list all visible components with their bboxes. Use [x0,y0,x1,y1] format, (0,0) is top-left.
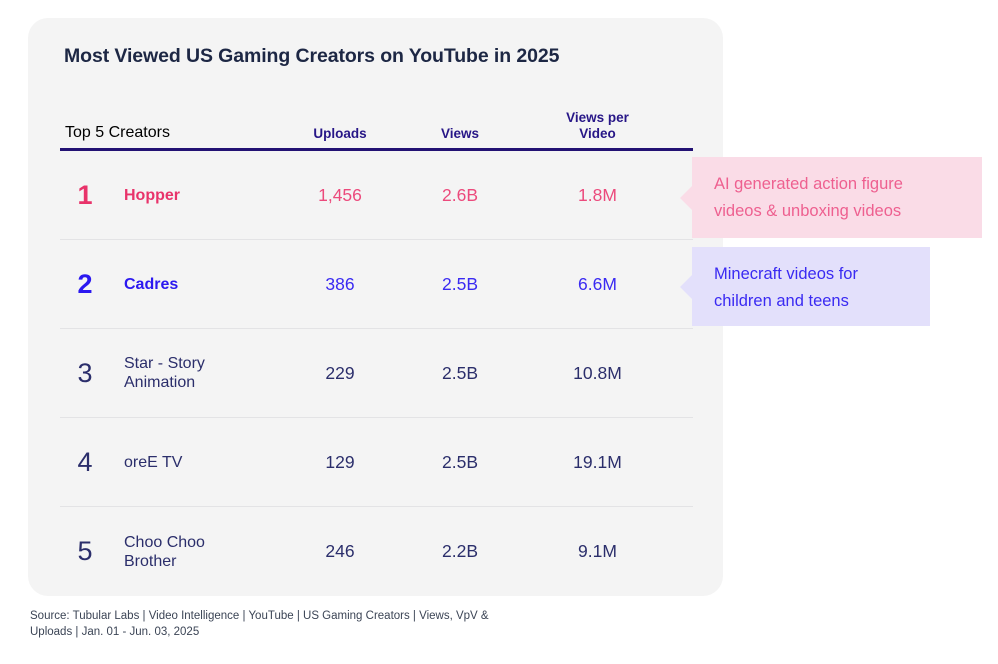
row-creator-name-line2: Animation [124,374,196,391]
row-views-per-video: 10.8M [573,362,622,383]
row-views-per-video: 9.1M [578,541,617,561]
source-note-line2: Uploads | Jan. 01 - Jun. 03, 2025 [30,625,200,638]
page-title: Most Viewed US Gaming Creators on YouTub… [64,45,560,67]
row-creator-name: Star - Story Animation [110,354,280,392]
row-creator-name-line1: Hopper [124,186,180,204]
column-header-views: Views [440,126,480,141]
row-views: 2.5B [442,362,478,383]
column-header-views-per-video-line1: Views per [566,110,629,125]
header-divider [60,148,693,151]
row-rank: 4 [77,446,93,477]
row-views-per-video: 1.8M [578,184,617,205]
annotation-line2: videos & unboxing videos [714,202,902,220]
column-header-views-per-video: Views per Video [520,110,675,142]
row-creator-name: oreE TV [110,453,280,472]
row-rank: 5 [77,536,93,566]
row-uploads: 1,456 [318,184,362,205]
annotation-callout-cadres: Minecraft videos for children and teens [680,247,930,326]
row-creator-name: Choo Choo Brother [110,533,280,571]
annotation-line1: Minecraft videos for [714,265,858,283]
row-views-per-video: 19.1M [573,451,622,472]
row-creator-name-line1: oreE TV [124,453,183,471]
column-header-views-per-video-line2: Video [579,126,616,141]
creators-table: Top 5 Creators Uploads Views Views per V… [60,96,693,596]
row-views: 2.5B [442,273,478,294]
table-row: 3 Star - Story Animation 229 2.5B 10.8M [60,329,693,418]
row-creator-name-line1: Choo Choo [124,533,205,551]
annotation-line1: AI generated action figure [714,175,903,193]
row-creator-name-line2: Brother [124,552,177,570]
row-creator-name-line1: Star - Story [124,355,205,372]
callout-pointer-icon [680,273,693,300]
table-row: 4 oreE TV 129 2.5B 19.1M [60,418,693,507]
annotation-callout-hopper: AI generated action figure videos & unbo… [680,157,982,238]
table-row: 2 Cadres 386 2.5B 6.6M [60,240,693,329]
row-creator-name: Hopper [110,186,280,205]
annotation-line2: children and teens [714,292,849,310]
row-uploads: 229 [325,362,355,383]
chart-card: Most Viewed US Gaming Creators on YouTub… [28,18,723,596]
row-views: 2.5B [442,451,478,472]
row-uploads: 386 [325,273,355,294]
row-creator-name: Cadres [110,275,280,294]
row-rank: 3 [77,357,93,388]
source-note-line1: Source: Tubular Labs | Video Intelligenc… [30,610,489,622]
callout-pointer-icon [680,184,693,211]
row-rank: 2 [77,268,93,299]
column-header-uploads: Uploads [313,126,367,141]
row-views-per-video: 6.6M [578,273,617,294]
column-header-creators: Top 5 Creators [65,124,170,141]
table-row: 1 Hopper 1,456 2.6B 1.8M [60,151,693,240]
row-views: 2.6B [442,184,478,205]
row-uploads: 246 [325,541,355,561]
row-uploads: 129 [325,451,355,472]
table-header-row: Top 5 Creators Uploads Views Views per V… [60,96,693,148]
row-rank: 1 [77,179,93,210]
table-row: 5 Choo Choo Brother 246 2.2B 9.1M [60,507,693,596]
source-note: Source: Tubular Labs | Video Intelligenc… [30,609,690,640]
row-creator-name-line1: Cadres [124,275,179,293]
row-views: 2.2B [442,541,478,561]
